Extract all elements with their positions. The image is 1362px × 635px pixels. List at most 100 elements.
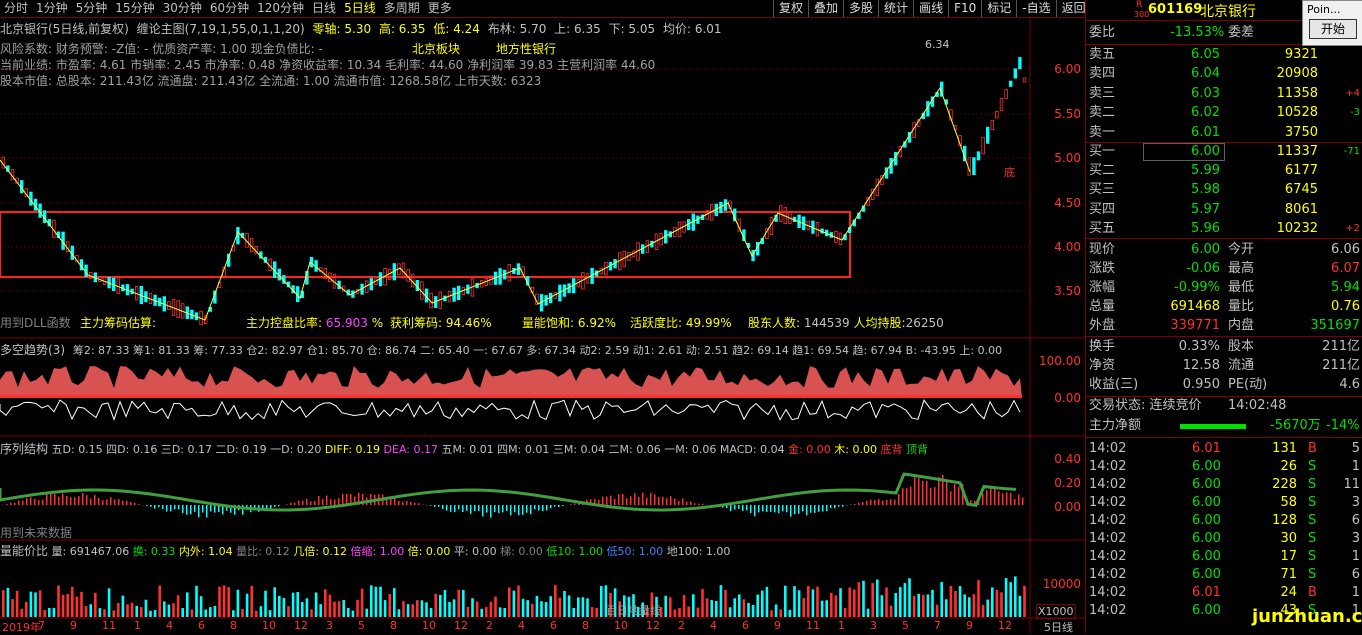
macd-bar	[910, 486, 912, 505]
macd-bar	[62, 494, 64, 505]
tick-count: 11	[1343, 476, 1360, 494]
macd-bar	[866, 501, 868, 505]
macd-bar	[30, 497, 32, 505]
volume-bar	[798, 590, 801, 617]
tick-side: S	[1308, 548, 1316, 566]
macd-bar	[550, 505, 552, 508]
volume-bar	[85, 606, 88, 617]
volume-bar	[904, 583, 907, 617]
macd-bar	[310, 501, 312, 505]
macd-bar	[166, 505, 168, 512]
volume-bar	[195, 586, 198, 617]
volume-bar	[453, 599, 456, 617]
macd-bar	[930, 488, 932, 505]
ask-volume: 3750	[1285, 124, 1318, 142]
ask-price: 6.02	[1191, 104, 1220, 122]
macd-bar	[1006, 492, 1008, 505]
macd-bar	[410, 502, 412, 505]
volume-bar	[476, 602, 479, 617]
volume-bar	[816, 587, 819, 617]
bid-price: 5.97	[1191, 201, 1220, 219]
macd-bar	[214, 505, 216, 513]
macd-title[interactable]: 序列结构	[0, 442, 48, 456]
macd-ribbon	[0, 474, 1016, 510]
stat-label: 收益(三)	[1089, 376, 1138, 394]
macd-bar	[270, 505, 272, 509]
tick-time: 14:02	[1089, 440, 1126, 458]
macd-bar	[118, 499, 120, 505]
stat-label: 换手	[1089, 338, 1115, 356]
x-tick-label: 12	[646, 619, 660, 632]
macd-bar	[474, 505, 476, 511]
macd-bar	[202, 505, 204, 513]
candle	[1019, 57, 1022, 68]
volume-bar	[494, 597, 497, 617]
macd-bar	[602, 497, 604, 505]
macd-bar	[450, 505, 452, 512]
macd-bar	[546, 505, 548, 510]
volume-bar	[241, 609, 244, 617]
volume-title[interactable]: 量能价比	[0, 544, 48, 558]
volume-bar	[1009, 582, 1012, 617]
macd-bar	[394, 498, 396, 505]
volume-bar	[526, 600, 529, 617]
volume-bar	[296, 592, 299, 617]
volume-bar	[301, 602, 304, 617]
stat-value: -0.99%	[1174, 279, 1220, 297]
macd-bar	[826, 505, 828, 511]
volume-bar	[457, 590, 460, 617]
volume-bar	[927, 594, 930, 617]
candle	[1009, 81, 1012, 86]
volume-bar	[572, 608, 575, 617]
volume-bar	[2, 590, 5, 617]
macd-bar	[458, 505, 460, 509]
candle	[986, 127, 989, 143]
trend-title[interactable]: 多空趋势(3)	[0, 343, 65, 357]
macd-bar	[1022, 497, 1024, 505]
volume-bar	[20, 609, 23, 617]
bid-volume: 6745	[1285, 181, 1318, 199]
macd-bar	[82, 493, 84, 505]
start-button[interactable]: 开始	[1309, 19, 1357, 39]
bid-volume: 6177	[1285, 162, 1318, 180]
volume-bar	[393, 588, 396, 617]
stat-label: 外盘	[1089, 317, 1115, 335]
volume-bar	[982, 605, 985, 617]
volume-bar	[421, 600, 424, 617]
volume-bar	[471, 598, 474, 617]
bid-label: 买五	[1089, 220, 1115, 238]
macd-bar	[786, 505, 788, 512]
x-tick-label: 10	[422, 619, 436, 632]
macd-bar	[750, 505, 752, 513]
volume-bar	[329, 595, 332, 617]
volume-bar	[186, 592, 189, 617]
volume-bar	[513, 591, 516, 617]
macd-bar	[686, 502, 688, 505]
p4-y-label: 10000	[1031, 577, 1081, 591]
macd-bar	[770, 505, 772, 512]
volume-bar	[692, 594, 695, 617]
macd-bar	[782, 505, 784, 511]
volume-bar	[890, 606, 893, 617]
volume-bar	[517, 586, 520, 617]
macd-bar	[126, 501, 128, 505]
volume-bar	[462, 590, 465, 617]
ask-price: 6.04	[1191, 65, 1220, 83]
x-tick-label: 6	[742, 619, 749, 632]
ask-volume: 9321	[1285, 46, 1318, 64]
macd-bar	[306, 499, 308, 505]
tick-price: 6.00	[1192, 566, 1221, 584]
volume-bar	[411, 604, 414, 617]
tick-time: 14:02	[1089, 566, 1126, 584]
weicha-label: 委差	[1228, 24, 1254, 42]
macd-bar	[470, 505, 472, 514]
volume-bar	[379, 587, 382, 617]
stat-value: -0.06	[1186, 260, 1220, 278]
volume-bar	[789, 610, 792, 617]
volume-bar	[154, 610, 157, 617]
macd-bar	[98, 498, 100, 505]
volume-bar	[848, 587, 851, 617]
trade-time: 14:02:48	[1228, 397, 1286, 415]
x-tick-label: 8	[230, 619, 237, 632]
volume-bar	[802, 598, 805, 617]
